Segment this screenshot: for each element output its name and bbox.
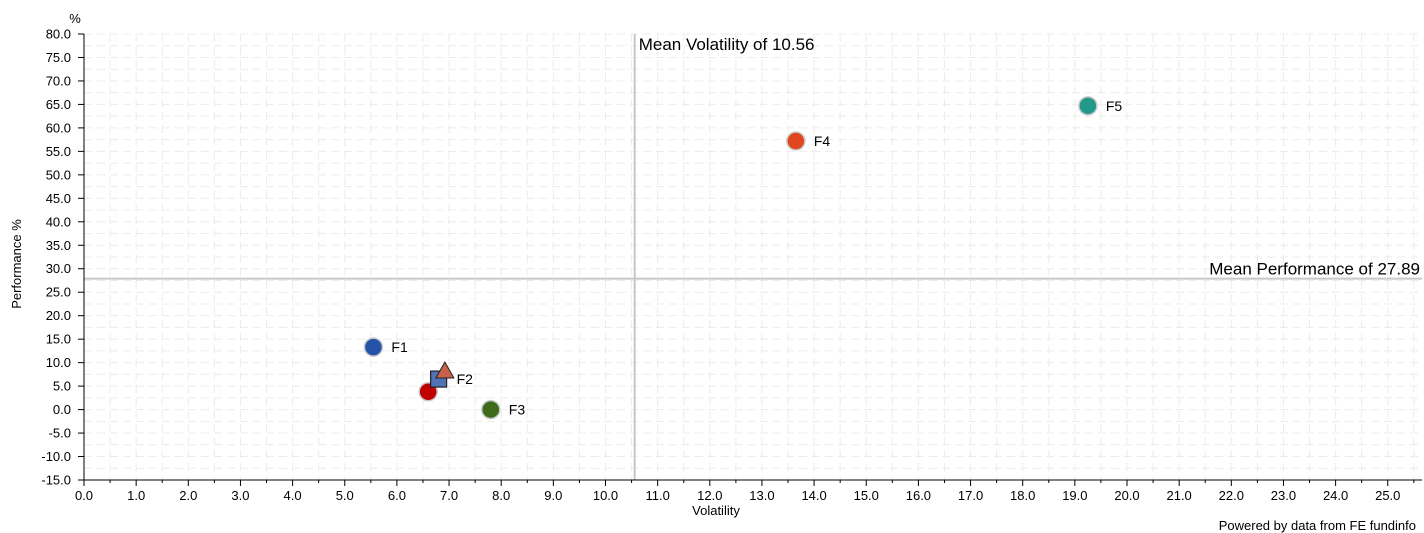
y-tick-label: 75.0 (46, 50, 71, 65)
y-tick-label: 40.0 (46, 214, 71, 229)
x-tick-label: 21.0 (1166, 488, 1191, 503)
x-tick-label: 11.0 (645, 488, 669, 503)
credit-footer: Powered by data from FE fundinfo (1219, 518, 1416, 533)
data-point-circle (1078, 96, 1098, 116)
y-tick-label: 70.0 (46, 73, 71, 88)
data-point-label: F3 (509, 402, 526, 418)
y-tick-label: -10.0 (41, 449, 71, 464)
x-tick-label: 4.0 (284, 488, 302, 503)
x-tick-label: 12.0 (697, 488, 722, 503)
x-tick-label: 22.0 (1219, 488, 1244, 503)
y-tick-label: -15.0 (41, 473, 71, 488)
data-point-label: F5 (1106, 98, 1123, 114)
y-tick-label: 30.0 (46, 261, 71, 276)
x-tick-label: 9.0 (544, 488, 562, 503)
x-axis-title: Volatility (692, 503, 740, 518)
data-point-circle (786, 131, 806, 151)
x-tick-label: 8.0 (492, 488, 510, 503)
y-tick-label: 25.0 (46, 285, 71, 300)
y-tick-label: 35.0 (46, 238, 71, 253)
y-tick-label: 5.0 (53, 379, 71, 394)
y-tick-label: 60.0 (46, 120, 71, 135)
data-point-label: F2 (457, 371, 474, 387)
x-tick-label: 0.0 (75, 488, 93, 503)
x-tick-label: 10.0 (593, 488, 618, 503)
y-tick-label: 15.0 (46, 332, 71, 347)
y-tick-labels: 80.0 75.0 70.0 65.0 60.0 55.0 50.0 45.0 40.0 35.0… (41, 27, 84, 488)
x-tick-label: 6.0 (388, 488, 406, 503)
y-unit-label: % (69, 11, 81, 26)
mean-performance-label: Mean Performance of 27.89 (1209, 260, 1420, 279)
data-point-triangle (435, 361, 455, 379)
y-tick-label: 0.0 (53, 402, 71, 417)
x-tick-label: 18.0 (1010, 488, 1035, 503)
data-points: F1 F2 F3 F4 F5 (363, 96, 1123, 420)
y-tick-label: 80.0 (46, 27, 71, 42)
x-tick-label: 20.0 (1114, 488, 1139, 503)
x-tick-label: 14.0 (801, 488, 826, 503)
x-tick-label: 17.0 (958, 488, 983, 503)
x-tick-label: 19.0 (1062, 488, 1087, 503)
data-point-circle (481, 399, 501, 420)
y-tick-label: 55.0 (46, 144, 71, 159)
x-tick-label: 25.0 (1375, 488, 1400, 503)
data-point-circle (363, 337, 384, 357)
y-axis-title: Performance % (9, 219, 24, 309)
x-tick-label: 7.0 (440, 488, 458, 503)
x-tick-label: 16.0 (906, 488, 931, 503)
data-point-label: F4 (814, 133, 831, 149)
x-tick-label: 15.0 (854, 488, 879, 503)
grid (83, 33, 1422, 481)
x-tick-label: 2.0 (179, 488, 197, 503)
axes (83, 34, 1422, 481)
y-tick-label: 50.0 (46, 167, 71, 182)
y-tick-label: 65.0 (46, 97, 71, 112)
x-tick-label: 23.0 (1271, 488, 1296, 503)
x-tick-label: 5.0 (336, 488, 354, 503)
x-tick-label: 13.0 (749, 488, 774, 503)
x-tick-labels: 0.0 1.0 2.0 3.0 4.0 5.0 6.0 7.0 8.0 9.0 10.0 11.0 12… (75, 480, 1415, 503)
x-tick-label: 24.0 (1323, 488, 1348, 503)
mean-volatility-label: Mean Volatility of 10.56 (639, 35, 815, 54)
y-tick-label: 20.0 (46, 308, 71, 323)
y-tick-label: 10.0 (46, 355, 71, 370)
x-tick-label: 1.0 (127, 488, 145, 503)
x-tick-label: 3.0 (231, 488, 249, 503)
y-tick-label: -5.0 (49, 426, 71, 441)
y-tick-label: 45.0 (46, 191, 71, 206)
data-point-label: F1 (391, 339, 408, 355)
mean-lines: Mean Volatility of 10.56 Mean Performance… (84, 34, 1422, 480)
